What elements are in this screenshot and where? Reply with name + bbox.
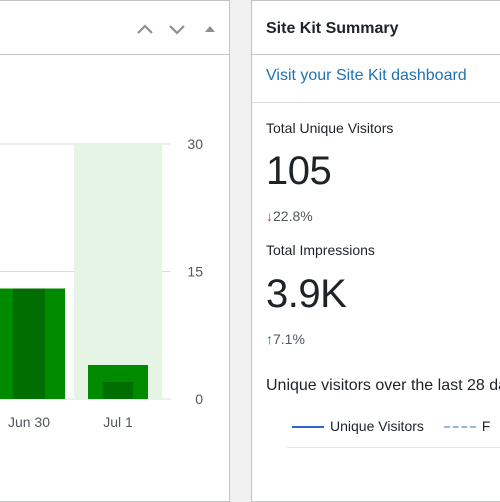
legend-solid-line-icon [292,426,324,429]
x-tick-label-jun-30: Jun 30 [8,414,50,430]
unique-visitors-value: 105 [266,149,332,193]
triangle-up-icon [205,26,215,32]
widget-header [0,1,229,55]
site-kit-dashboard-link[interactable]: Visit your Site Kit dashboard [266,67,467,84]
chart-legend: Unique Visitors F [292,418,490,434]
chart-baseline [287,447,500,448]
widget-title: Site Kit Summary [266,20,399,37]
y-tick-label-30: 30 [187,136,203,152]
visitors-chart-title: Unique visitors over the last 28 days [266,377,500,394]
unique-visitors-change-value: 22.8% [273,208,313,224]
legend-dashed-line-icon [443,426,476,429]
x-tick-label-jul-1: Jul 1 [103,414,133,430]
legend-second-series[interactable]: F [481,418,491,434]
impressions-change: ↑7.1% [266,331,305,347]
move-up-button[interactable] [135,19,155,39]
arrow-up-icon: ↑ [266,331,273,347]
bar-inner-jul-1 [103,382,133,399]
impressions-value: 3.9K [266,272,347,316]
y-tick-label-15: 15 [187,264,203,280]
move-down-button[interactable] [167,19,187,39]
impressions-change-value: 7.1% [273,331,305,347]
summary-header: Site Kit Summary [252,1,500,55]
chevron-down-icon [169,25,185,35]
visitors-bar-chart: 0 15 30 Jun 30 Jul 1 [0,136,203,430]
unique-visitors-label: Total Unique Visitors [266,120,394,136]
bar-inner-jun-30 [13,288,45,399]
collapse-toggle-button[interactable] [203,22,223,42]
chevron-up-icon [137,24,153,34]
impressions-label: Total Impressions [266,242,375,258]
arrow-down-icon: ↓ [266,208,273,224]
analytics-widget: 0 15 30 Jun 30 Jul 1 [0,0,230,502]
dashboard-link-row: Visit your Site Kit dashboard [252,55,500,103]
highlight-column [74,144,162,399]
y-tick-label-0: 0 [195,391,203,407]
legend-unique-visitors[interactable]: Unique Visitors [330,418,424,434]
site-kit-summary-widget: Site Kit Summary Visit your Site Kit das… [251,0,500,502]
unique-visitors-change: ↓22.8% [266,208,313,224]
